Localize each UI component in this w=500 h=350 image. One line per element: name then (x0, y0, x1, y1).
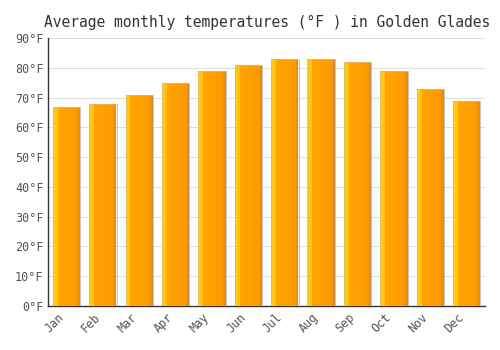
Bar (162, 83, 190, 306)
Bar (417, 89, 444, 306)
Bar (126, 94, 153, 306)
Bar (344, 62, 372, 306)
Bar (308, 59, 335, 306)
Bar (453, 100, 480, 306)
Bar (271, 59, 298, 306)
Bar (235, 65, 262, 306)
Bar (53, 106, 80, 306)
Bar (198, 71, 226, 306)
Bar (380, 71, 407, 306)
Title: Average monthly temperatures (°F ) in Golden Glades: Average monthly temperatures (°F ) in Go… (44, 15, 490, 30)
Bar (90, 104, 117, 306)
